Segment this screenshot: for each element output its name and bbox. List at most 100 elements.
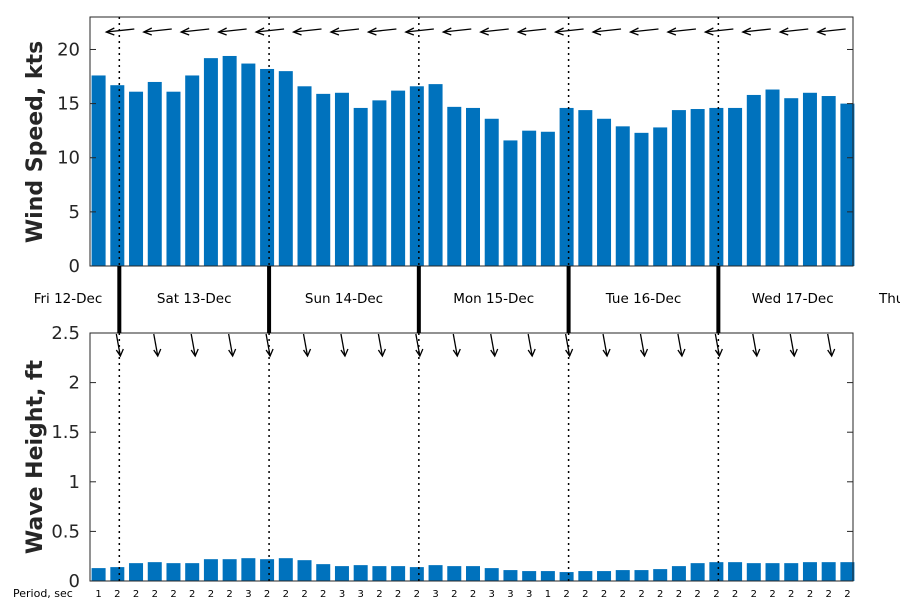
wind-bar xyxy=(821,96,836,266)
wave-direction-arrow xyxy=(677,333,686,358)
period-row: 1 2 2 2 2 2 2 2 3 2 2 2 2 3 3 2 2 2 3 2 2 3 3 3 1 2 2 2 2 2 2 2 2 2 2 2 2 2 2 2… xyxy=(95,589,850,600)
wind-direction-arrow xyxy=(142,27,172,36)
period-value: 2 xyxy=(620,589,626,600)
period-value: 2 xyxy=(451,589,457,600)
period-value: 2 xyxy=(807,589,813,600)
wind-direction-arrow xyxy=(479,27,509,36)
period-value: 3 xyxy=(339,589,345,600)
day-label: Sun 14-Dec xyxy=(305,291,383,307)
wind-bar xyxy=(597,118,612,267)
wind-bar xyxy=(297,86,312,266)
wind-bar xyxy=(428,84,443,267)
y-tick-label: 1.5 xyxy=(51,422,80,443)
period-value: 3 xyxy=(489,589,495,600)
wave-bar xyxy=(203,559,218,581)
wave-bar xyxy=(784,563,799,581)
wind-bar xyxy=(260,68,275,266)
period-value: 2 xyxy=(414,589,420,600)
wind-bar xyxy=(203,58,218,266)
wind-direction-arrow xyxy=(741,27,771,36)
wave-direction-arrow xyxy=(827,333,836,358)
period-value: 2 xyxy=(152,589,158,600)
wave-bar xyxy=(821,562,836,581)
wind-direction-arrow xyxy=(666,27,696,36)
wind-bar xyxy=(503,140,518,266)
wind-bar xyxy=(222,55,237,266)
wind-direction-arrow xyxy=(778,27,809,36)
wind-bar xyxy=(578,110,593,266)
wave-direction-arrows xyxy=(115,333,836,358)
wave-bar xyxy=(522,571,537,581)
wind-bar xyxy=(690,109,705,267)
period-value: 2 xyxy=(751,589,757,600)
day-label: Tue 16-Dec xyxy=(605,291,682,307)
period-value: 2 xyxy=(713,589,719,600)
wind-bar xyxy=(129,91,144,266)
wind-bar xyxy=(653,127,668,267)
wind-direction-arrow xyxy=(591,27,622,36)
wind-bar xyxy=(241,63,256,266)
wave-bar xyxy=(278,558,293,581)
period-value: 2 xyxy=(826,589,832,600)
wave-direction-arrow xyxy=(490,333,499,358)
wind-bar xyxy=(185,75,200,267)
wind-bar xyxy=(91,75,106,267)
wave-bar xyxy=(260,559,275,581)
wave-bar xyxy=(503,570,518,581)
wind-direction-arrow xyxy=(179,27,210,36)
wave-bar xyxy=(447,566,462,581)
period-row-title: Period, sec xyxy=(13,587,73,600)
wave-direction-arrow xyxy=(377,333,386,358)
wind-bar xyxy=(147,81,162,267)
wind-direction-arrow xyxy=(441,27,472,36)
y-tick-label: 5 xyxy=(69,202,80,223)
wave-bar xyxy=(428,565,443,581)
wave-bar xyxy=(671,566,686,581)
wave-bar xyxy=(91,568,106,581)
wind-direction-arrow xyxy=(254,27,285,36)
day-label: Sat 13-Dec xyxy=(157,291,232,307)
wind-bar xyxy=(709,107,724,266)
wave-bar xyxy=(185,563,200,581)
wind-bar xyxy=(484,118,499,267)
day-label-strip: Fri 12-Dec Sat 13-Dec Sun 14-Dec Mon 15-Dec… xyxy=(34,291,900,307)
wind-axes-frame xyxy=(89,16,854,267)
wave-bar xyxy=(840,562,855,581)
wind-bar xyxy=(316,93,331,267)
wind-direction-arrow xyxy=(553,27,584,36)
wave-bar xyxy=(222,559,237,581)
period-value: 2 xyxy=(732,589,738,600)
wave-bar xyxy=(372,566,387,581)
wave-bar xyxy=(466,566,480,581)
wind-direction-arrow xyxy=(516,27,547,36)
period-value: 2 xyxy=(844,589,850,600)
day-label: Wed 17-Dec xyxy=(752,291,834,307)
period-value: 1 xyxy=(545,589,551,600)
period-value: 2 xyxy=(601,589,607,600)
wave-bar xyxy=(353,565,368,581)
wind-bar xyxy=(372,100,387,266)
wind-bar xyxy=(522,130,537,266)
y-tick-label: 0 xyxy=(69,256,80,277)
wind-direction-arrows xyxy=(104,27,846,36)
y-tick-label: 10 xyxy=(57,148,80,169)
period-value: 2 xyxy=(676,589,682,600)
wave-bar xyxy=(559,572,574,581)
day-label: Mon 15-Dec xyxy=(453,291,534,307)
wave-bar xyxy=(129,563,144,581)
wave-bar xyxy=(147,562,162,581)
wave-bar xyxy=(634,570,649,581)
period-value: 3 xyxy=(432,589,438,600)
period-value: 2 xyxy=(563,589,569,600)
day-label: Fri 12-Dec xyxy=(34,291,103,307)
wind-bar xyxy=(802,92,817,266)
period-value: 2 xyxy=(395,589,401,600)
wind-y-axis-title: Wind Speed, kts xyxy=(23,41,48,243)
wave-direction-arrow xyxy=(602,333,611,358)
wave-bar xyxy=(540,571,555,581)
wind-direction-arrow xyxy=(628,27,659,36)
wave-direction-arrow xyxy=(452,333,461,358)
period-value: 2 xyxy=(283,589,289,600)
wave-bar xyxy=(241,558,256,581)
wave-bar xyxy=(728,562,743,581)
